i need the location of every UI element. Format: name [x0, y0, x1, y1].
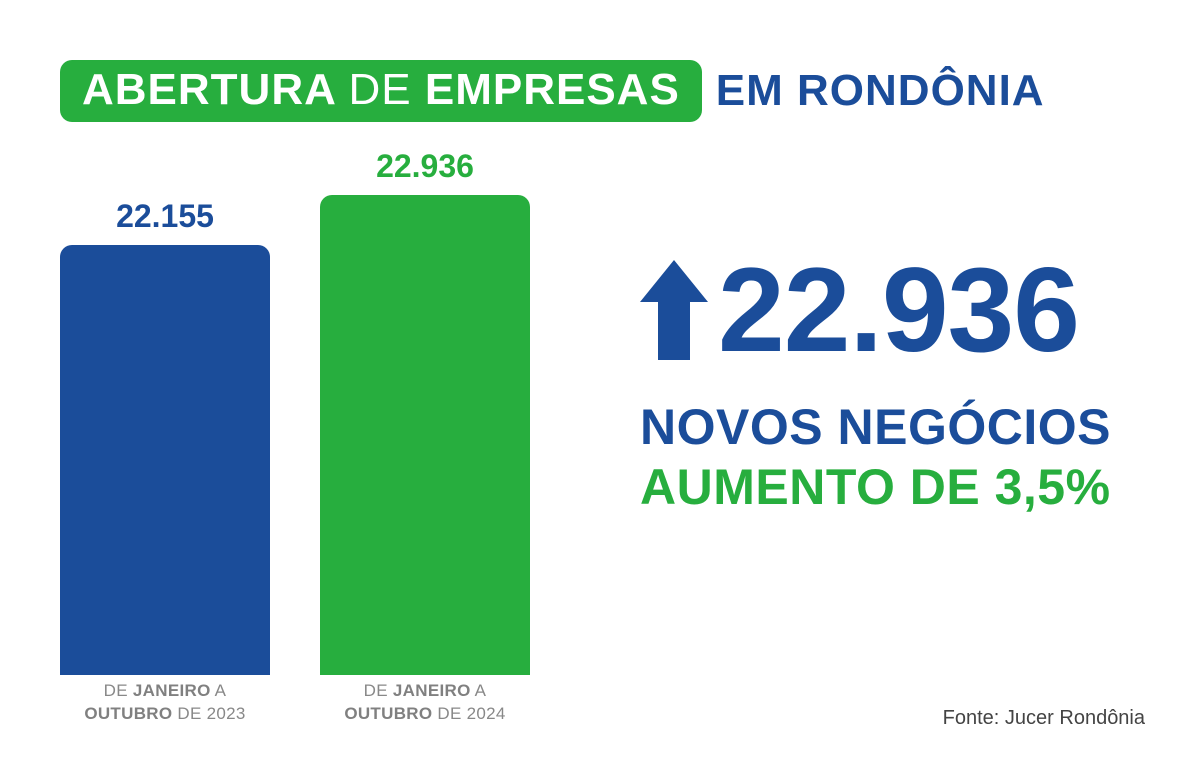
title-badge-text-2: DE — [348, 65, 411, 114]
bar-value-2024: 22.936 — [376, 148, 474, 185]
bar-chart: 22.155 22.936 — [60, 165, 570, 675]
bar-label-year: DE 2023 — [172, 704, 245, 723]
title-suffix: EM RONDÔNIA — [716, 66, 1045, 116]
title-row: ABERTURA DE EMPRESAS EM RONDÔNIA — [60, 60, 1045, 122]
stat-top-row: 22.936 — [640, 250, 1160, 370]
bar-label-prefix: DE — [364, 681, 393, 700]
bar-2024 — [320, 195, 530, 675]
bar-column-2023: 22.155 — [60, 198, 270, 675]
bar-label-year: DE 2024 — [432, 704, 505, 723]
arrow-up-icon — [640, 260, 708, 360]
bar-column-2024: 22.936 — [320, 148, 530, 675]
stat-block: 22.936 NOVOS NEGÓCIOS AUMENTO DE 3,5% — [640, 250, 1160, 516]
bar-label-2024: DE JANEIRO A OUTUBRO DE 2024 — [320, 680, 530, 726]
bar-label-month2: OUTUBRO — [344, 704, 432, 723]
source-text: Fonte: Jucer Rondônia — [943, 707, 1145, 730]
bar-label-mid: A — [211, 681, 227, 700]
bar-2023 — [60, 245, 270, 675]
stat-line-2: AUMENTO DE 3,5% — [640, 458, 1160, 516]
bar-labels: DE JANEIRO A OUTUBRO DE 2023 DE JANEIRO … — [60, 680, 570, 726]
bar-label-month2: OUTUBRO — [84, 704, 172, 723]
stat-line-1: NOVOS NEGÓCIOS — [640, 398, 1160, 456]
title-badge: ABERTURA DE EMPRESAS — [60, 60, 702, 122]
stat-number: 22.936 — [718, 250, 1079, 370]
bar-label-prefix: DE — [104, 681, 133, 700]
title-badge-text-1: ABERTURA — [82, 65, 335, 114]
bar-label-2023: DE JANEIRO A OUTUBRO DE 2023 — [60, 680, 270, 726]
title-badge-text-3: EMPRESAS — [425, 65, 680, 114]
bar-label-mid: A — [471, 681, 487, 700]
bar-label-month1: JANEIRO — [133, 681, 211, 700]
bar-value-2023: 22.155 — [116, 198, 214, 235]
bar-label-month1: JANEIRO — [393, 681, 471, 700]
